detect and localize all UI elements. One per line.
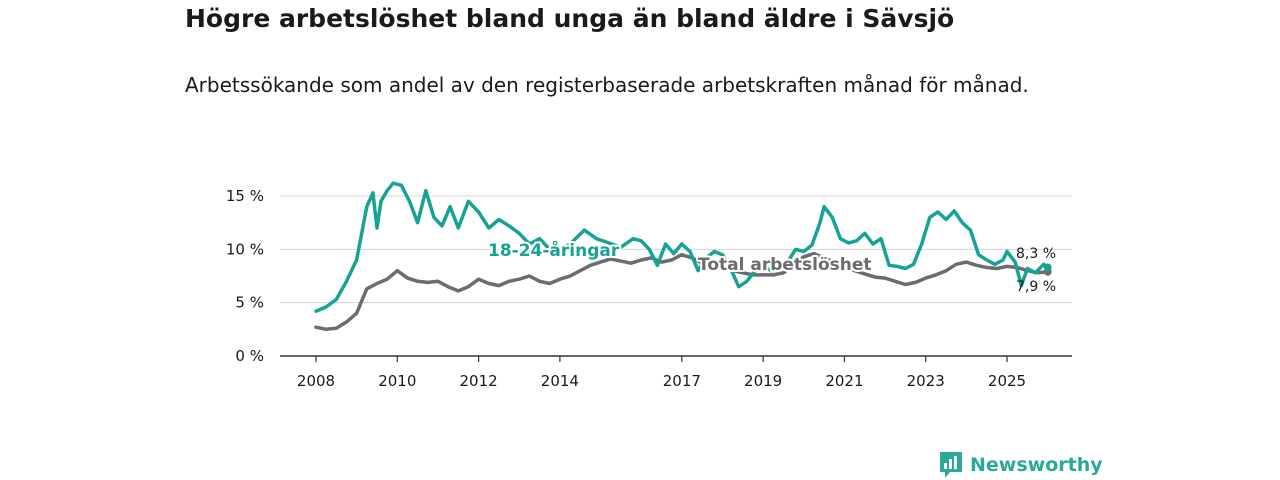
series-line-total <box>314 251 1050 332</box>
x-tick-label: 2010 <box>378 372 416 390</box>
series-label-youth: 18-24-åringar <box>488 239 620 261</box>
chart-subtitle: Arbetssökande som andel av den registerb… <box>185 73 1029 97</box>
x-tick-label: 2019 <box>744 372 782 390</box>
brand-logo: Newsworthy <box>938 450 1103 480</box>
x-axis: 2008 2010 2012 2014 2017 2019 2021 2023 2025 <box>280 355 1072 390</box>
x-tick-label: 2023 <box>907 372 945 390</box>
chart-title: Högre arbetslöshet bland unga än bland ä… <box>185 4 955 33</box>
y-tick-label: 10 % <box>226 240 264 258</box>
y-tick-label: 0 % <box>235 347 264 365</box>
y-axis-ticks: 0 % 5 % 10 % 15 % <box>226 187 264 365</box>
series-label-total: Total arbetslöshet <box>698 255 872 275</box>
y-tick-label: 5 % <box>235 294 264 312</box>
x-tick-label: 2025 <box>988 372 1026 390</box>
end-value-total: 7,9 % <box>1016 279 1056 295</box>
newsworthy-logo-icon <box>940 452 962 478</box>
y-tick-label: 15 % <box>226 187 264 205</box>
x-tick-label: 2012 <box>460 372 498 390</box>
x-tick-label: 2008 <box>297 372 335 390</box>
x-tick-label: 2017 <box>663 372 701 390</box>
series-labels: 18-24-åringar Total arbetslöshet 8,3 % 7,9 … <box>486 237 1056 295</box>
x-tick-label: 2014 <box>541 372 579 390</box>
brand-name: Newsworthy <box>970 454 1103 476</box>
series-lines <box>314 181 1052 332</box>
series-line-youth <box>314 181 1050 313</box>
end-point-youth <box>1043 263 1052 272</box>
x-tick-label: 2021 <box>825 372 863 390</box>
end-value-youth: 8,3 % <box>1016 246 1056 262</box>
